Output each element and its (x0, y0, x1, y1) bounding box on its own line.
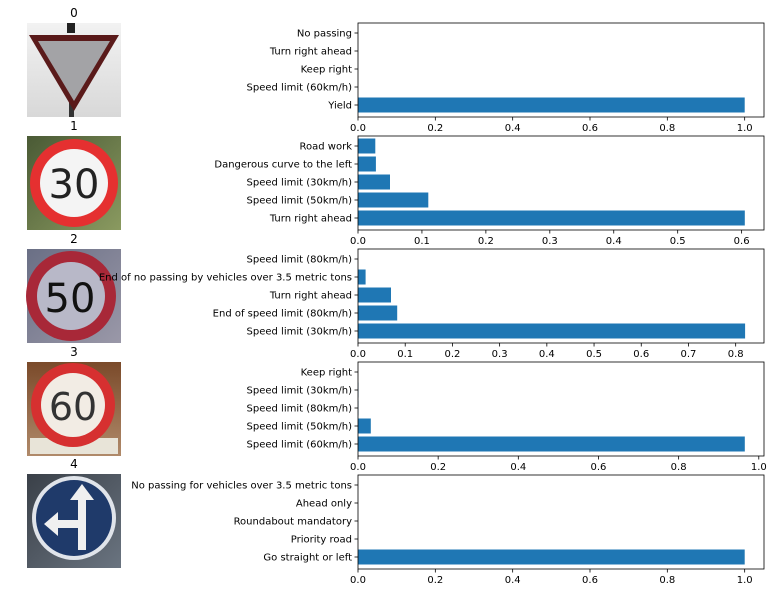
ytick-label-1-3: Dangerous curve to the left (214, 160, 352, 171)
image-panel-4: 4 (27, 457, 121, 568)
svg-text:50: 50 (45, 276, 96, 322)
prediction-bar-chart-3: Speed limit (60km/h) Speed limit (50km/h)… (247, 362, 767, 473)
ytick-label-2-4: Speed limit (80km/h) (247, 255, 353, 266)
ytick-label-4-0: Go straight or left (263, 553, 352, 564)
xtick-label-3-3: 0.6 (591, 462, 607, 473)
bar-3-1 (358, 419, 371, 434)
bar-2-1 (358, 306, 397, 321)
ytick-label-3-0: Speed limit (60km/h) (247, 440, 353, 451)
xtick-label-1-0: 0.0 (350, 236, 366, 247)
speed-limit-30-sign-image: 30 (27, 136, 121, 230)
xtick-label-4-5: 1.0 (737, 575, 753, 586)
image-panel-3: 3 60 (27, 345, 121, 456)
ytick-label-2-3: End of no passing by vehicles over 3.5 m… (99, 273, 352, 284)
xtick-label-0-3: 0.6 (582, 123, 598, 134)
bar-3-0 (358, 437, 745, 452)
ytick-label-0-4: No passing (297, 29, 352, 40)
xtick-label-0-4: 0.8 (659, 123, 675, 134)
xtick-label-2-7: 0.7 (681, 349, 697, 360)
ytick-label-1-0: Turn right ahead (269, 214, 352, 225)
xtick-label-1-3: 0.3 (542, 236, 558, 247)
bar-4-0 (358, 550, 745, 565)
xtick-label-3-4: 0.8 (671, 462, 687, 473)
ytick-label-1-2: Speed limit (30km/h) (247, 178, 353, 189)
xtick-label-1-1: 0.1 (414, 236, 430, 247)
ytick-label-0-1: Speed limit (60km/h) (247, 83, 353, 94)
bar-2-3 (358, 270, 366, 285)
go-straight-or-left-sign-image (27, 474, 121, 568)
ytick-label-3-4: Keep right (301, 368, 352, 379)
ytick-label-4-3: Ahead only (296, 499, 352, 510)
xtick-label-2-6: 0.6 (633, 349, 649, 360)
xtick-label-2-0: 0.0 (350, 349, 366, 360)
xtick-label-3-1: 0.2 (430, 462, 446, 473)
speed-limit-50-sign-image: 50 (26, 249, 121, 343)
xtick-label-0-5: 1.0 (737, 123, 753, 134)
xtick-label-0-0: 0.0 (350, 123, 366, 134)
xtick-label-2-8: 0.8 (728, 349, 744, 360)
ytick-label-3-1: Speed limit (50km/h) (247, 422, 353, 433)
ytick-label-0-3: Turn right ahead (269, 47, 352, 58)
xtick-label-1-6: 0.6 (734, 236, 750, 247)
xtick-label-2-3: 0.3 (492, 349, 508, 360)
bar-1-4 (358, 139, 375, 154)
xtick-label-0-2: 0.4 (505, 123, 521, 134)
bar-1-2 (358, 175, 390, 190)
bar-2-0 (358, 324, 745, 339)
prediction-bar-chart-2: Speed limit (30km/h) End of speed limit (… (99, 249, 764, 360)
prediction-bar-chart-4: Go straight or left Priority road Roundabo… (131, 475, 764, 586)
image-panel-2: 2 50 (26, 232, 121, 343)
xtick-label-2-4: 0.4 (539, 349, 555, 360)
svg-text:60: 60 (49, 385, 97, 429)
bar-0-0 (358, 98, 745, 113)
xtick-label-4-2: 0.4 (505, 575, 521, 586)
xtick-label-3-2: 0.4 (510, 462, 526, 473)
image-title-0: 0 (70, 6, 78, 20)
xtick-label-4-1: 0.2 (427, 575, 443, 586)
image-title-2: 2 (70, 232, 78, 246)
image-title-1: 1 (70, 119, 78, 133)
image-panel-0: 0 (27, 6, 121, 117)
ytick-label-2-0: Speed limit (30km/h) (247, 327, 353, 338)
xtick-label-1-2: 0.2 (478, 236, 494, 247)
ytick-label-1-4: Road work (300, 142, 353, 153)
prediction-bar-chart-0: Yield Speed limit (60km/h) Keep right Turn … (247, 23, 764, 134)
image-title-3: 3 (70, 345, 78, 359)
svg-text:30: 30 (49, 162, 100, 208)
xtick-label-2-5: 0.5 (586, 349, 602, 360)
xtick-label-2-2: 0.2 (444, 349, 460, 360)
xtick-label-4-0: 0.0 (350, 575, 366, 586)
xtick-label-3-0: 0.0 (350, 462, 366, 473)
prediction-bar-chart-1: Turn right ahead Speed limit (50km/h) Spee… (214, 136, 764, 247)
xtick-label-1-5: 0.5 (670, 236, 686, 247)
image-panel-1: 1 30 (27, 119, 121, 230)
speed-limit-60-sign-image: 60 (27, 362, 121, 456)
image-title-4: 4 (70, 457, 78, 471)
bar-1-0 (358, 211, 745, 226)
ytick-label-2-1: End of speed limit (80km/h) (213, 309, 352, 320)
yield-sign-image (27, 23, 121, 117)
xtick-label-1-4: 0.4 (606, 236, 622, 247)
ytick-label-3-3: Speed limit (30km/h) (247, 386, 353, 397)
ytick-label-4-4: No passing for vehicles over 3.5 metric … (131, 481, 352, 492)
ytick-label-4-2: Roundabout mandatory (234, 517, 353, 528)
xtick-label-3-5: 1.0 (751, 462, 767, 473)
ytick-label-4-1: Priority road (291, 535, 352, 546)
bar-2-2 (358, 288, 391, 303)
ytick-label-3-2: Speed limit (80km/h) (247, 404, 353, 415)
bar-1-1 (358, 193, 428, 208)
ytick-label-0-0: Yield (327, 101, 352, 112)
xtick-label-4-4: 0.8 (659, 575, 675, 586)
ytick-label-1-1: Speed limit (50km/h) (247, 196, 353, 207)
ytick-label-0-2: Keep right (301, 65, 352, 76)
bar-1-3 (358, 157, 376, 172)
ytick-label-2-2: Turn right ahead (269, 291, 352, 302)
xtick-label-2-1: 0.1 (397, 349, 413, 360)
xtick-label-0-1: 0.2 (427, 123, 443, 134)
xtick-label-4-3: 0.6 (582, 575, 598, 586)
